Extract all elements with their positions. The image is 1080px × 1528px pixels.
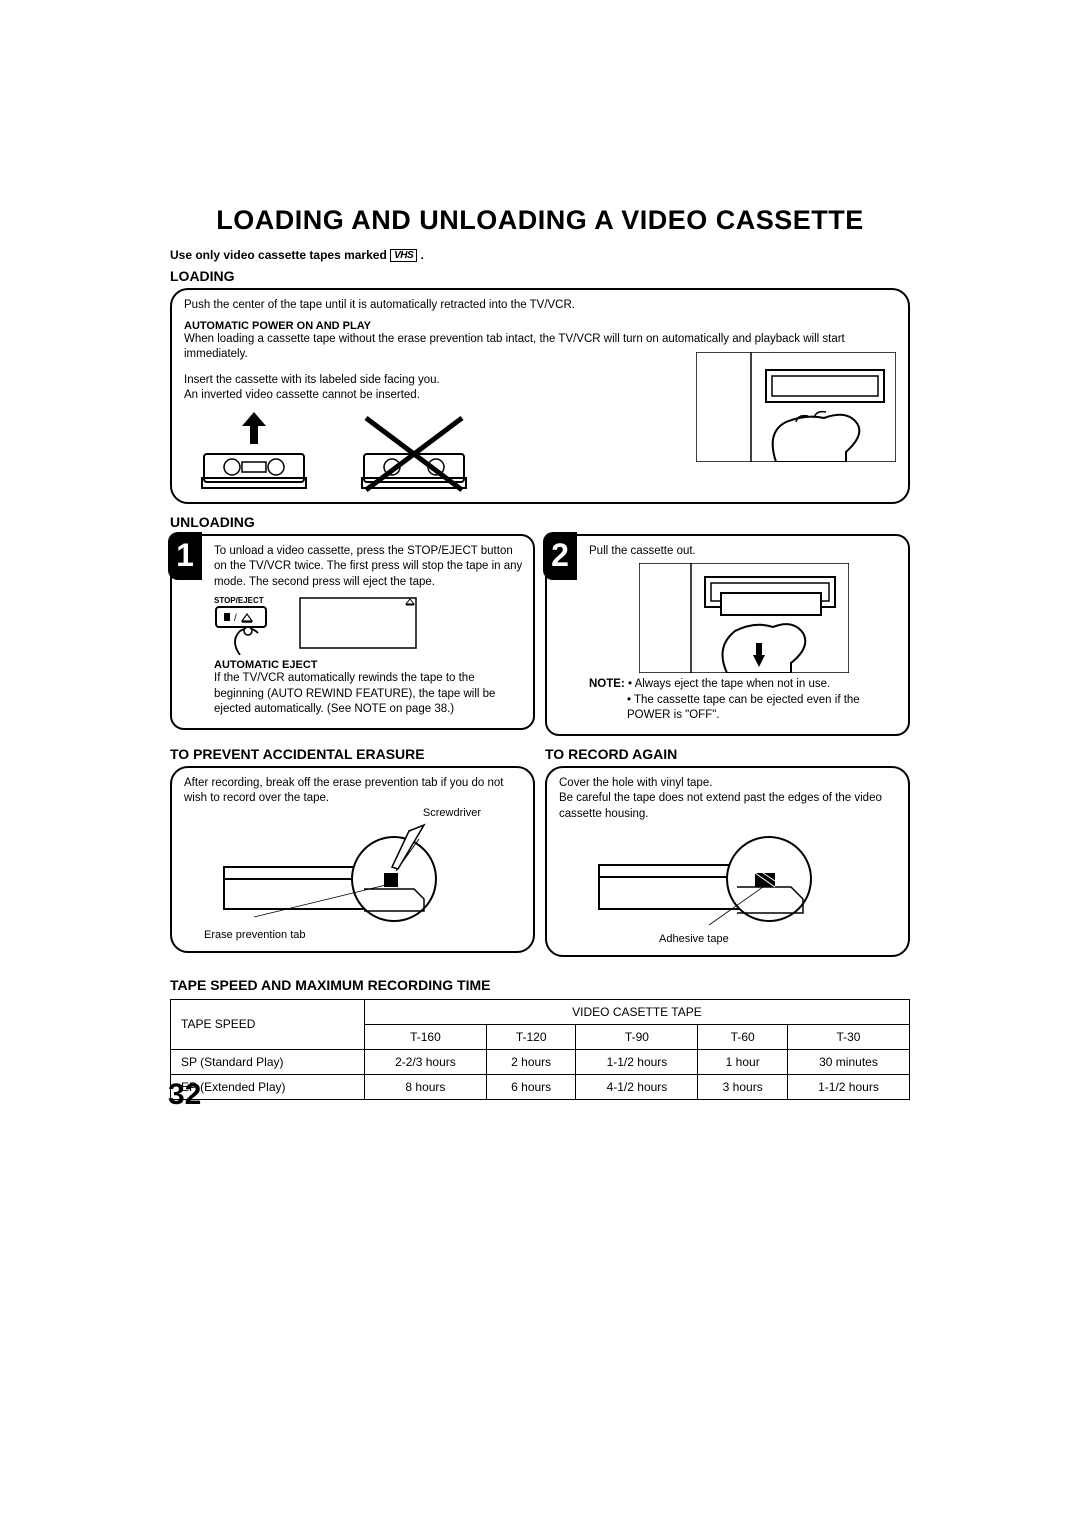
sp-2: 1-1/2 hours [576,1049,698,1074]
adhesive-tape-icon [559,823,859,933]
row-ep: EP (Extended Play) 8 hours 6 hours 4-1/2… [171,1074,910,1099]
loading-heading: LOADING [170,268,910,284]
row-sp-label: SP (Standard Play) [171,1049,365,1074]
intro-line: Use only video cassette tapes marked VHS… [170,248,910,262]
manual-page: LOADING AND UNLOADING A VIDEO CASSETTE U… [170,205,910,1100]
sp-0: 2-2/3 hours [364,1049,486,1074]
ep-0: 8 hours [364,1074,486,1099]
col-t120: T-120 [486,1024,576,1049]
record-box: Cover the hole with vinyl tape. Be caref… [545,766,910,957]
intro-prefix: Use only video cassette tapes marked [170,248,390,262]
adhesive-callout: Adhesive tape [659,933,896,945]
prevent-record-row: After recording, break off the erase pre… [170,766,910,967]
auto-eject-text: If the TV/VCR automatically rewinds the … [214,671,523,718]
ep-3: 3 hours [698,1074,788,1099]
step1-text: To unload a video cassette, press the ST… [214,544,523,591]
loading-p1: Push the center of the tape until it is … [184,298,896,314]
stopeject-illustration: STOP/EJECT / [214,596,284,655]
prevent-text: After recording, break off the erase pre… [184,776,521,807]
prevent-record-headings: TO PREVENT ACCIDENTAL ERASURE TO RECORD … [170,744,910,766]
col-t60: T-60 [698,1024,788,1049]
tapespeed-heading: TAPE SPEED AND MAXIMUM RECORDING TIME [170,977,910,993]
screwdriver-callout: Screwdriver [184,807,481,819]
prevent-box: After recording, break off the erase pre… [170,766,535,953]
stopeject-label: STOP/EJECT [214,596,284,605]
ep-4: 1-1/2 hours [787,1074,909,1099]
tapespeed-col0: TAPE SPEED [171,999,365,1049]
sp-3: 1 hour [698,1049,788,1074]
note1: • Always eject the tape when not in use. [628,678,830,690]
step2-number: 2 [543,532,577,580]
loading-box: Push the center of the tape until it is … [170,288,910,504]
record-text2: Be careful the tape does not extend past… [559,791,896,822]
record-heading: TO RECORD AGAIN [545,746,910,762]
tapespeed-grouph: VIDEO CASETTE TAPE [364,999,909,1024]
col-t30: T-30 [787,1024,909,1049]
auto-eject-heading: AUTOMATIC EJECT [214,659,523,671]
erase-tab-icon [184,819,484,929]
unloading-step1-box: 1 To unload a video cassette, press the … [170,534,535,730]
prevent-heading: TO PREVENT ACCIDENTAL ERASURE [170,746,535,762]
intro-suffix: . [421,248,424,262]
sp-4: 30 minutes [787,1049,909,1074]
step2-text: Pull the cassette out. [589,544,898,560]
unloading-heading: UNLOADING [170,514,910,530]
col-t160: T-160 [364,1024,486,1049]
cassette-correct-icon [184,412,324,492]
svg-text:/: / [234,613,237,624]
record-text1: Cover the hole with vinyl tape. [559,776,896,792]
col-t90: T-90 [576,1024,698,1049]
note2: • The cassette tape can be ejected even … [627,693,898,724]
vhs-logo: VHS [390,249,417,262]
loading-sub1: AUTOMATIC POWER ON AND PLAY [184,320,896,332]
ep-1: 6 hours [486,1074,576,1099]
ep-2: 4-1/2 hours [576,1074,698,1099]
sp-1: 2 hours [486,1049,576,1074]
loading-illustrations [184,412,896,492]
tapespeed-table: TAPE SPEED VIDEO CASETTE TAPE T-160 T-12… [170,999,910,1100]
page-number: 32 [168,1078,201,1112]
hand-insert-icon [696,352,896,462]
vcr-front-icon [298,596,418,651]
cassette-wrong-icon [344,412,484,492]
page-title: LOADING AND UNLOADING A VIDEO CASSETTE [170,205,910,236]
note-label: NOTE: [589,678,625,690]
unloading-row: 1 To unload a video cassette, press the … [170,534,910,736]
erase-tab-callout: Erase prevention tab [204,929,521,941]
unloading-step2-box: 2 Pull the cassette out. NOTE: • Always … [545,534,910,736]
row-sp: SP (Standard Play) 2-2/3 hours 2 hours 1… [171,1049,910,1074]
unloading-notes: NOTE: • Always eject the tape when not i… [589,677,898,724]
step1-number: 1 [168,532,202,580]
hand-eject-icon [639,563,849,673]
